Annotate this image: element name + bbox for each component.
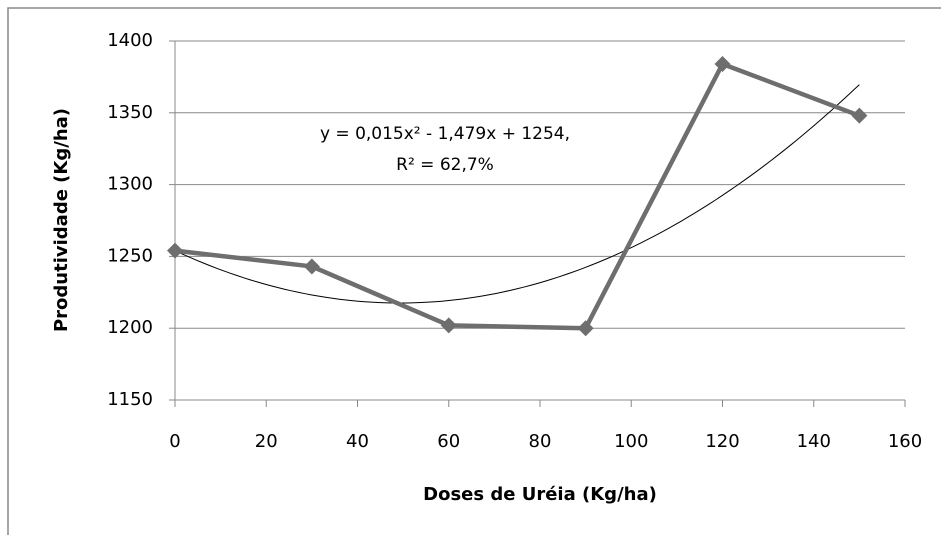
marker (577, 320, 594, 337)
x-axis-label: Doses de Uréia (Kg/ha) (423, 484, 657, 505)
annotation: R² = 62,7% (396, 155, 494, 175)
x-tick-label: 80 (529, 431, 552, 452)
marker (167, 242, 183, 259)
y-tick-label: 1250 (107, 245, 153, 266)
chart-border (7, 7, 941, 535)
x-tick-label: 140 (797, 431, 831, 452)
marker (440, 317, 457, 334)
x-tick-label: 40 (346, 431, 369, 452)
x-tick-label: 160 (888, 431, 922, 452)
y-tick-label: 1150 (107, 389, 153, 410)
x-tick-label: 60 (437, 431, 460, 452)
marker (303, 258, 320, 275)
marker (714, 55, 731, 72)
y-tick-label: 1300 (107, 174, 153, 195)
marker (851, 107, 868, 124)
y-tick-label: 1350 (107, 102, 153, 123)
x-tick-label: 0 (169, 431, 180, 452)
x-tick-label: 20 (255, 431, 278, 452)
y-tick-label: 1200 (107, 317, 153, 338)
data-line (174, 61, 861, 331)
x-tick-label: 120 (705, 431, 739, 452)
x-tick-label: 100 (614, 431, 648, 452)
y-axis-label: Produtividade (Kg/ha) (51, 108, 72, 332)
trendline (174, 84, 860, 304)
annotation: y = 0,015x² - 1,479x + 1254, (320, 124, 570, 144)
y-tick-label: 1400 (107, 30, 153, 51)
